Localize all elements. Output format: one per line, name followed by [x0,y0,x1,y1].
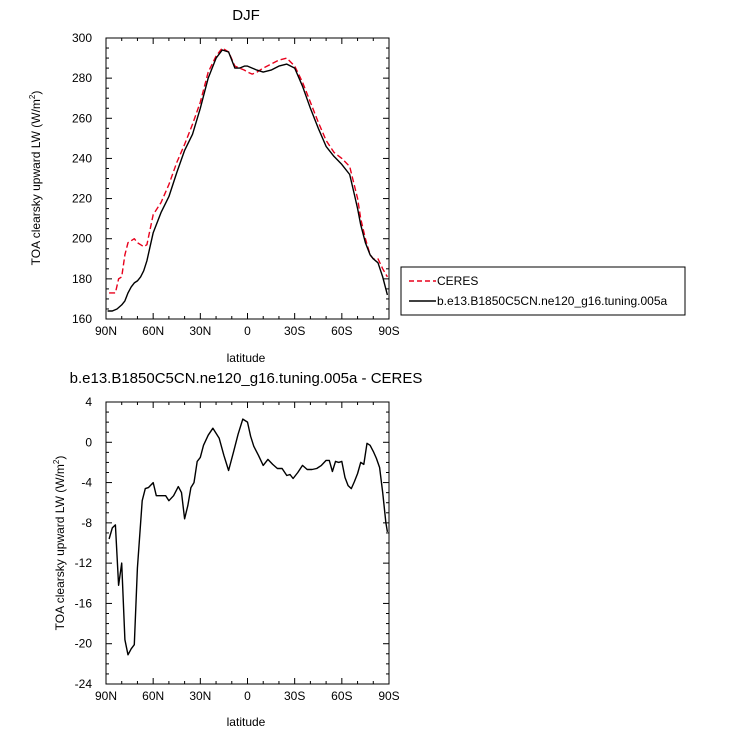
bottom-y-tick-label: -8 [81,516,92,530]
bottom-x-tick-label: 0 [244,689,251,703]
bottom-series [108,418,389,656]
bottom-ticks: 90N 60N 30N 0 30S 60S 90S 4 0 -4 -8 -12 -16 -20 -24 [75,395,400,703]
top-y-tick-label: 180 [72,272,92,286]
bottom-plot-frame [105,401,390,685]
top-x-tick-label: 90S [378,324,399,338]
top-y-axis-title-main: TOA clearsky upward LW (W/m [29,99,43,265]
bottom-y-tick-label: -16 [75,596,93,610]
bottom-y-tick-label: 4 [85,395,92,409]
top-y-axis-title: TOA clearsky upward LW (W/m2) [28,91,43,266]
bottom-y-axis-title-main: TOA clearsky upward LW (W/m [53,464,67,630]
top-series [107,47,389,312]
top-x-tick-label: 60S [331,324,352,338]
bottom-y-axis-title: TOA clearsky upward LW (W/m2) [52,456,67,631]
bottom-y-axis-title-close: ) [53,456,67,460]
bottom-chart: b.e13.B1850C5CN.ne120_g16.tuning.005a - … [52,370,422,729]
top-chart: DJF 90N 60N 30N 0 30S 60S 90S 160 180 200 220 240 26… [28,7,400,365]
bottom-x-tick-label: 60N [142,689,164,703]
top-x-tick-label: 90N [95,324,117,338]
bottom-x-tick-label: 90N [95,689,117,703]
top-x-tick-label: 30N [189,324,211,338]
bottom-x-tick-label: 30N [189,689,211,703]
top-x-tick-label: 30S [284,324,305,338]
top-y-axis-title-sup: 2 [28,94,37,99]
top-x-tick-label: 0 [244,324,251,338]
bottom-x-tick-label: 60S [331,689,352,703]
top-y-tick-label: 300 [72,31,92,45]
top-ticks: 90N 60N 30N 0 30S 60S 90S 160 180 200 220 240 260 280… [72,31,400,338]
top-y-tick-label: 260 [72,111,92,125]
top-chart-title: DJF [232,7,260,24]
top-y-tick-label: 200 [72,232,92,246]
bottom-chart-title: b.e13.B1850C5CN.ne120_g16.tuning.005a - … [70,370,423,387]
top-y-tick-label: 240 [72,151,92,165]
legend-box [400,266,686,316]
top-y-tick-label: 160 [72,312,92,326]
bottom-y-tick-label: -4 [81,476,92,490]
top-y-tick-label: 280 [72,71,92,85]
top-y-axis-title-close: ) [29,91,43,95]
bottom-x-tick-label: 30S [284,689,305,703]
bottom-y-tick-label: 0 [85,435,92,449]
top-x-axis-title: latitude [227,351,266,365]
legend-label-ceres: CERES [437,274,478,288]
bottom-series-line-0 [108,418,389,656]
bottom-x-axis-title: latitude [227,715,266,729]
legend-label-model: b.e13.B1850C5CN.ne120_g16.tuning.005a [437,294,668,308]
top-series-line-1 [107,49,389,312]
bottom-y-tick-label: -20 [75,637,93,651]
legend: CERES b.e13.B1850C5CN.ne120_g16.tuning.0… [400,266,686,316]
top-plot-frame [105,37,390,320]
bottom-y-axis-title-sup: 2 [52,459,61,464]
bottom-y-tick-label: -24 [75,677,93,691]
bottom-x-tick-label: 90S [378,689,399,703]
top-y-tick-label: 220 [72,192,92,206]
top-x-tick-label: 60N [142,324,164,338]
bottom-y-tick-label: -12 [75,556,93,570]
